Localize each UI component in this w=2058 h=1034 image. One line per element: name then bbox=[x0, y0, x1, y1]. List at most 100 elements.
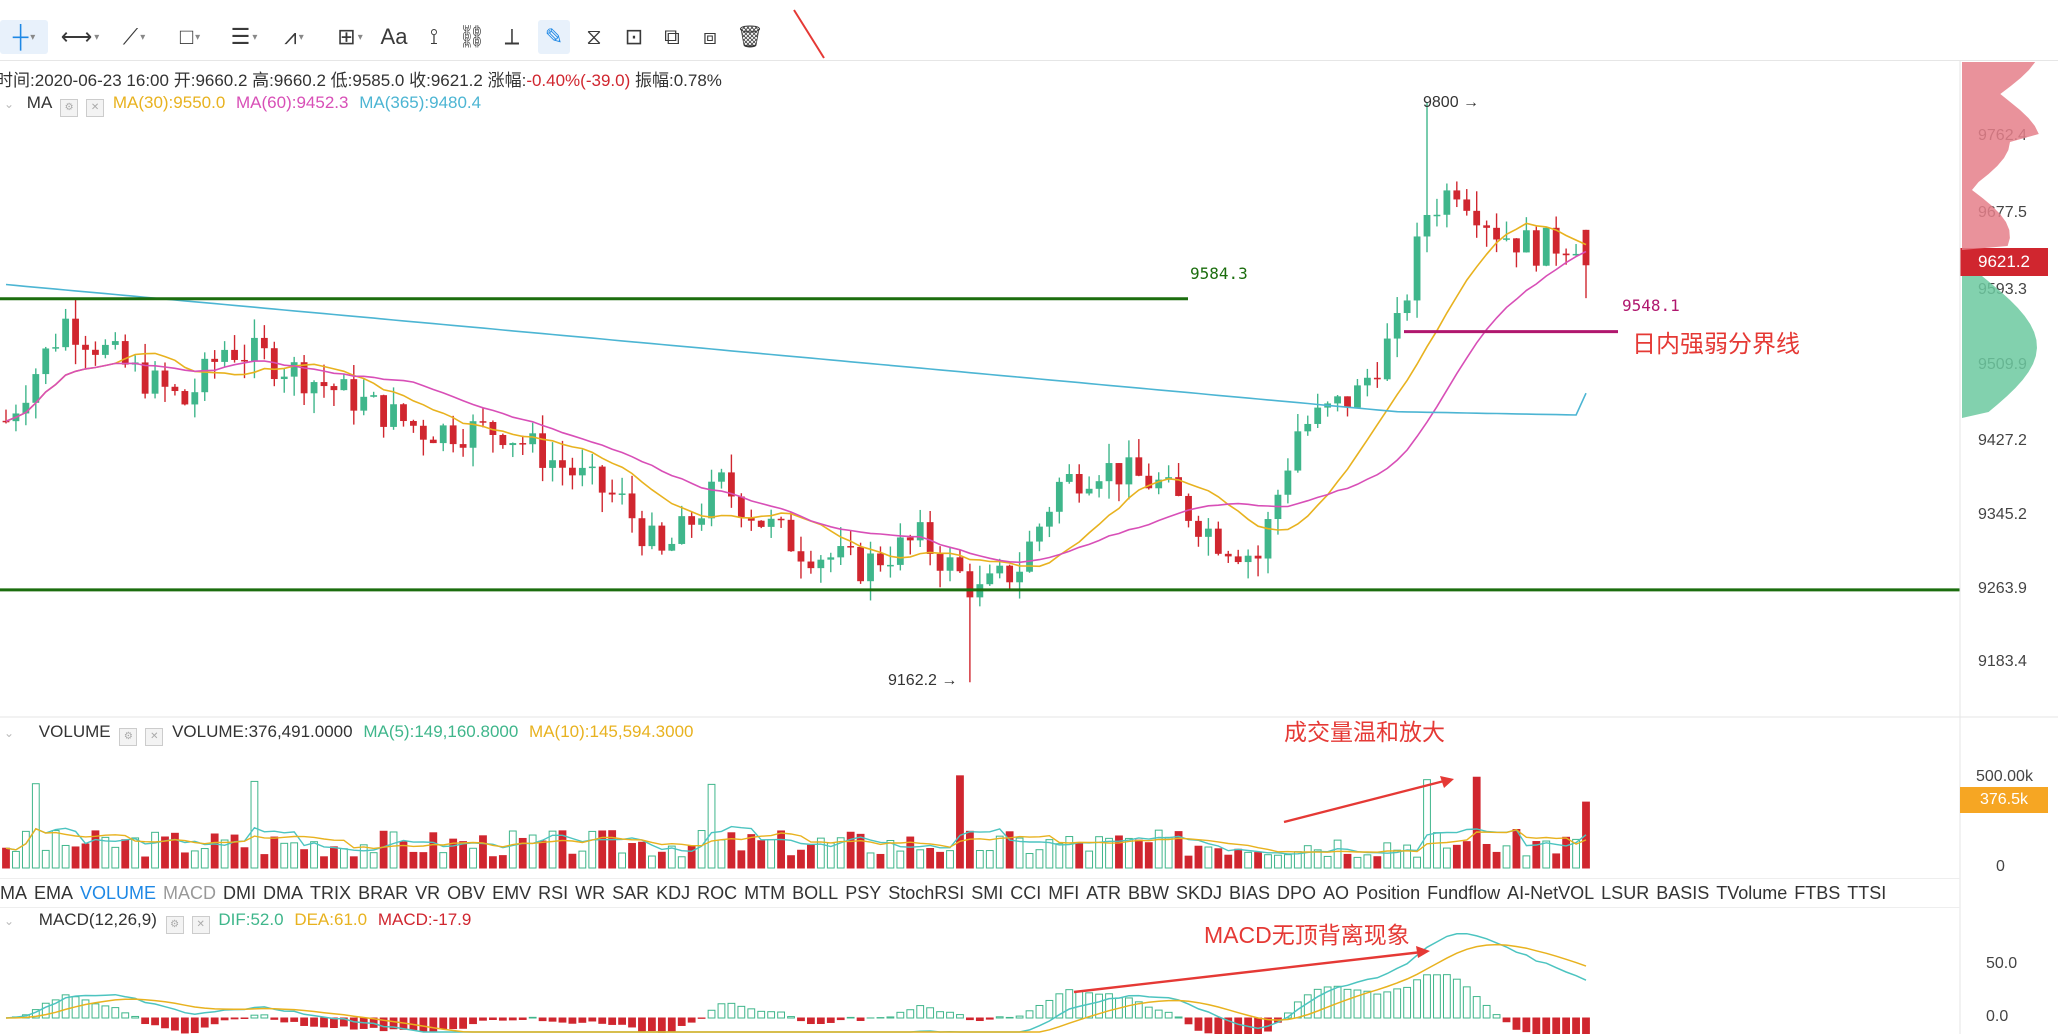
tab-fundflow[interactable]: Fundflow bbox=[1427, 883, 1501, 903]
tab-tvolume[interactable]: TVolume bbox=[1716, 883, 1788, 903]
tab-atr[interactable]: ATR bbox=[1086, 883, 1121, 903]
chevron-down-icon[interactable]: ▾ bbox=[30, 31, 36, 43]
candle bbox=[1572, 244, 1580, 256]
tab-cci[interactable]: CCI bbox=[1010, 883, 1042, 903]
volume-bar bbox=[1283, 854, 1292, 869]
tab-bbw[interactable]: BBW bbox=[1127, 883, 1169, 903]
ruler-tool[interactable]: ⟂ bbox=[496, 20, 528, 54]
tab-sar[interactable]: SAR bbox=[612, 883, 650, 903]
drawing-mode-tool[interactable]: ✎ bbox=[538, 20, 570, 54]
tab-obv[interactable]: OBV bbox=[447, 883, 486, 903]
volume-bar bbox=[508, 830, 517, 869]
candle bbox=[787, 512, 795, 552]
volume-bar bbox=[737, 850, 746, 869]
visibility-tool[interactable]: ⧖ bbox=[578, 20, 610, 54]
chevron-down-icon[interactable]: ▾ bbox=[94, 31, 100, 43]
magnet-tool[interactable]: ⟟ bbox=[418, 20, 450, 54]
macd-value: MACD:-17.9 bbox=[377, 910, 472, 929]
tab-ma[interactable]: MA bbox=[0, 883, 27, 903]
tab-emv[interactable]: EMV bbox=[492, 883, 532, 903]
chevron-down-icon[interactable]: ▾ bbox=[140, 31, 146, 43]
tab-roc[interactable]: ROC bbox=[697, 883, 738, 903]
settings-icon[interactable]: ⚙ bbox=[119, 728, 138, 746]
candle bbox=[867, 541, 874, 601]
tab-bias[interactable]: BIAS bbox=[1228, 883, 1271, 903]
trash-tool[interactable]: 🗑 bbox=[734, 20, 766, 54]
candle bbox=[1234, 549, 1242, 565]
tab-ai-netvol[interactable]: AI-NetVOL bbox=[1507, 883, 1595, 903]
tab-brar[interactable]: BRAR bbox=[358, 883, 409, 903]
settings-icon[interactable]: ⚙ bbox=[165, 916, 184, 934]
macd-bar bbox=[936, 1011, 944, 1019]
volume-bar bbox=[628, 843, 636, 869]
lock-icon: ⛓ bbox=[458, 24, 486, 49]
settings-icon[interactable]: ⚙ bbox=[60, 99, 79, 117]
candle bbox=[996, 558, 1004, 579]
macd-bar bbox=[1015, 1015, 1024, 1019]
horizontal-line-tool[interactable]: ⟷ ▾ bbox=[56, 20, 104, 54]
tab-mfi[interactable]: MFI bbox=[1048, 883, 1080, 903]
measure-tool[interactable]: ⊞ ▾ bbox=[326, 20, 374, 54]
macd-arrow-head bbox=[1416, 946, 1430, 958]
collapse-chevron-icon[interactable]: ⌄ bbox=[4, 726, 15, 740]
tab-psy[interactable]: PSY bbox=[845, 883, 882, 903]
tab-position[interactable]: Position bbox=[1356, 883, 1421, 903]
lock-tool[interactable]: ⛓ bbox=[456, 20, 488, 54]
close-icon[interactable]: ✕ bbox=[191, 916, 210, 934]
candle bbox=[1354, 378, 1361, 409]
collapse-chevron-icon[interactable]: ⌄ bbox=[4, 914, 15, 928]
volume-bar bbox=[995, 835, 1004, 869]
tab-basis[interactable]: BASIS bbox=[1656, 883, 1710, 903]
tab-mtm[interactable]: MTM bbox=[744, 883, 786, 903]
close-icon[interactable]: ✕ bbox=[86, 99, 105, 117]
tab-rsi[interactable]: RSI bbox=[538, 883, 569, 903]
tab-dpo[interactable]: DPO bbox=[1277, 883, 1317, 903]
tab-dma[interactable]: DMA bbox=[263, 883, 304, 903]
tab-stochrsi[interactable]: StochRSI bbox=[888, 883, 965, 903]
tab-smi[interactable]: SMI bbox=[971, 883, 1004, 903]
text-tool[interactable]: Aa bbox=[378, 20, 410, 54]
macd-bar bbox=[1234, 1017, 1243, 1034]
tab-lsur[interactable]: LSUR bbox=[1601, 883, 1650, 903]
tab-skdj[interactable]: SKDJ bbox=[1175, 883, 1222, 903]
tab-boll[interactable]: BOLL bbox=[792, 883, 839, 903]
crosshair-tool[interactable]: ┼ ▾ bbox=[0, 20, 48, 54]
macd-bar bbox=[797, 1017, 805, 1022]
tab-macd[interactable]: MACD bbox=[163, 883, 217, 903]
macd-bar bbox=[1075, 990, 1084, 1019]
macd-bar bbox=[528, 1016, 537, 1019]
chevron-down-icon[interactable]: ▾ bbox=[195, 31, 201, 43]
macd-bar bbox=[1174, 1016, 1183, 1019]
rectangle-tool[interactable]: □ ▾ bbox=[166, 20, 214, 54]
tab-ftbs[interactable]: FTBS bbox=[1794, 883, 1841, 903]
tab-dmi[interactable]: DMI bbox=[223, 883, 257, 903]
settings-tool[interactable]: ⧈ bbox=[694, 20, 726, 54]
tab-wr[interactable]: WR bbox=[575, 883, 606, 903]
tab-ttsi[interactable]: TTSI bbox=[1847, 883, 1887, 903]
collapse-chevron-icon[interactable]: ⌄ bbox=[4, 97, 15, 111]
tab-trix[interactable]: TRIX bbox=[310, 883, 352, 903]
chevron-down-icon[interactable]: ▾ bbox=[298, 31, 304, 43]
macd-bar bbox=[151, 1017, 159, 1026]
close-icon[interactable]: ✕ bbox=[145, 728, 164, 746]
tab-volume[interactable]: VOLUME bbox=[80, 883, 157, 903]
tab-ao[interactable]: AO bbox=[1323, 883, 1350, 903]
chevron-down-icon[interactable]: ▾ bbox=[357, 31, 363, 43]
trash-icon: 🗑 bbox=[736, 24, 764, 49]
copy-tool[interactable]: ⧉ bbox=[656, 20, 688, 54]
candle bbox=[1334, 394, 1341, 412]
volume-bar bbox=[41, 849, 50, 869]
volume-bar bbox=[1472, 776, 1481, 869]
candle bbox=[151, 361, 159, 399]
trend-line-tool[interactable]: ⟋ ▾ bbox=[110, 20, 158, 54]
tab-ema[interactable]: EMA bbox=[34, 883, 74, 903]
tab-kdj[interactable]: KDJ bbox=[656, 883, 691, 903]
tab-vr[interactable]: VR bbox=[415, 883, 441, 903]
parallel-lines-tool[interactable]: ☰ ▾ bbox=[220, 20, 268, 54]
macd-bar bbox=[787, 1016, 795, 1019]
unlock-tool[interactable]: ⊡ bbox=[618, 20, 650, 54]
candle bbox=[131, 355, 139, 372]
chevron-down-icon[interactable]: ▾ bbox=[252, 31, 258, 43]
wave-tool[interactable]: ⩘ ▾ bbox=[270, 20, 318, 54]
candle bbox=[390, 387, 397, 430]
